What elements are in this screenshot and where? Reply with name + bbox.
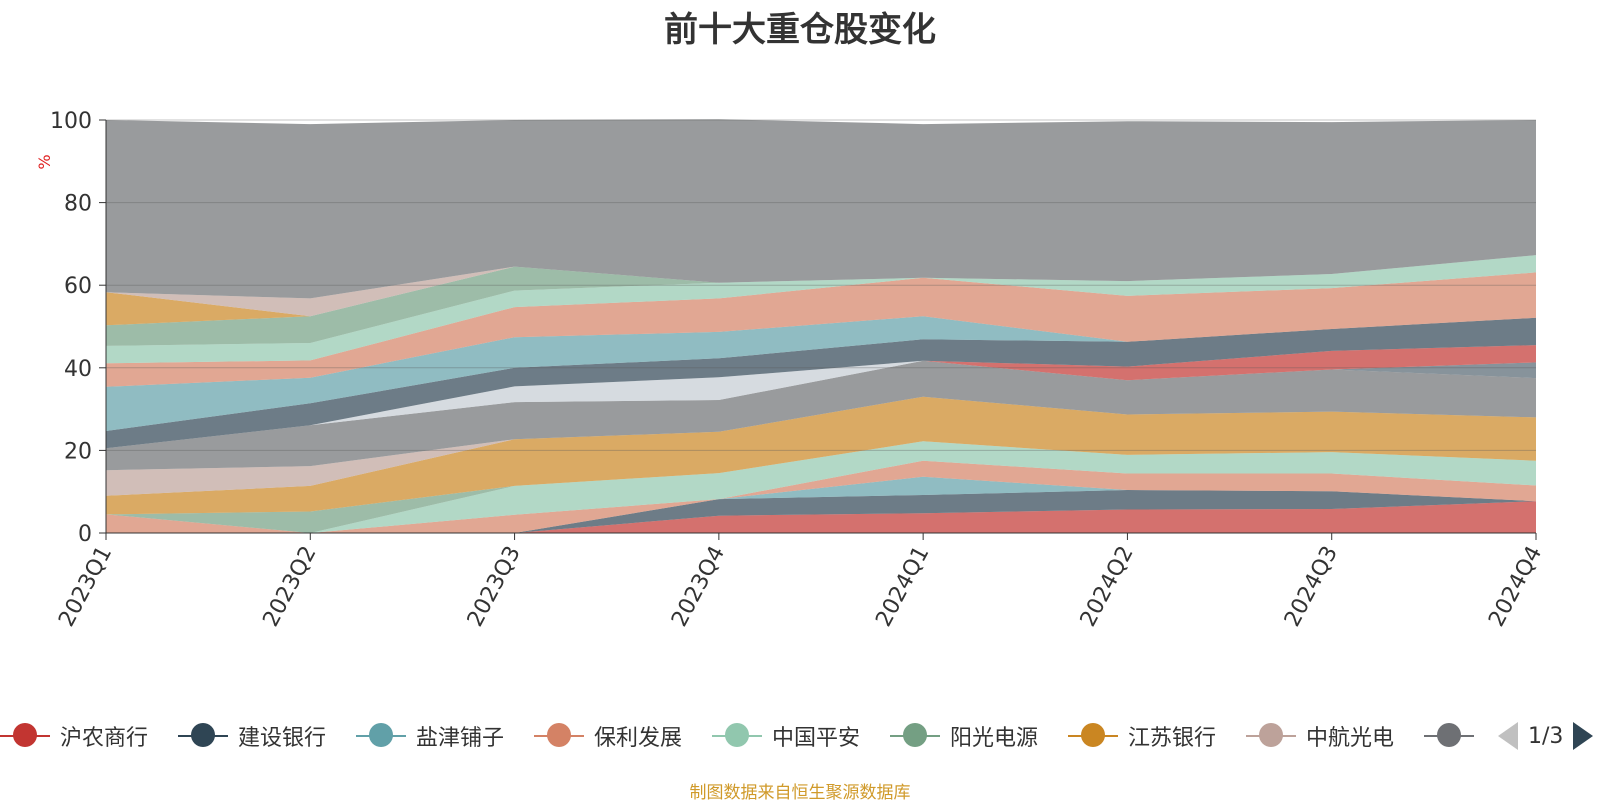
legend-pager: 1/3 [1498, 718, 1594, 754]
area-series-13[interactable] [106, 316, 1536, 431]
area-series-17[interactable] [106, 255, 1536, 326]
area-series-7[interactable] [106, 396, 1536, 496]
y-axis-label: % [35, 154, 54, 169]
legend: 沪农商行 建设银行 盐津铺子 保利发展 中国平安 阳光电源 江苏银行 中航光电 招商银行 [0, 718, 1478, 754]
legend-item-3[interactable]: 保利发展 [534, 718, 682, 754]
legend-line-icon [356, 723, 406, 747]
legend-line-icon [890, 723, 940, 747]
legend-label: 中国平安 [772, 726, 861, 751]
legend-line-icon [1424, 723, 1474, 747]
x-tick-label-7: 2024Q4 [1484, 542, 1547, 631]
legend-item-2[interactable]: 盐津铺子 [356, 718, 504, 754]
legend-dot-icon [725, 723, 749, 747]
y-tick-label-4: 80 [64, 192, 92, 217]
y-tick-label-0: 0 [78, 522, 92, 547]
legend-label: 沪农商行 [60, 726, 149, 751]
area-series-11[interactable] [106, 345, 1536, 449]
area-series-4[interactable] [106, 441, 1536, 533]
legend-item-5[interactable]: 阳光电源 [890, 718, 1038, 754]
legend-dot-icon [1259, 723, 1283, 747]
legend-line-icon [178, 723, 228, 747]
legend-label: 建设银行 [238, 726, 327, 751]
legend-dot-icon [547, 723, 571, 747]
x-tick-label-1: 2023Q2 [259, 542, 322, 631]
legend-item-8[interactable]: 招商银行 [1424, 718, 1478, 754]
area-series-15[interactable] [106, 255, 1536, 364]
y-tick-label-3: 60 [64, 274, 92, 299]
area-series-16[interactable] [106, 255, 1536, 346]
legend-line-icon [1068, 723, 1118, 747]
x-tick-label-2: 2023Q3 [463, 542, 526, 631]
y-tick-label-5: 100 [50, 109, 92, 134]
area-series-6[interactable] [106, 396, 1536, 515]
legend-line-icon [0, 723, 50, 747]
footer-note: 制图数据来自恒生聚源数据库 [689, 783, 911, 803]
legend-next-arrow-icon[interactable] [1573, 722, 1594, 750]
legend-label: 中航光电 [1306, 726, 1395, 751]
area-series-1[interactable] [106, 490, 1536, 533]
x-tick-label-4: 2024Q1 [871, 542, 934, 631]
area-series-10[interactable] [106, 360, 1536, 449]
area-series-14[interactable] [106, 272, 1536, 387]
area-series-2[interactable] [106, 476, 1536, 533]
area-series-19[interactable] [106, 119, 1536, 299]
gridlines [106, 119, 1536, 451]
legend-line-icon [712, 723, 762, 747]
area-series-8[interactable] [106, 360, 1536, 471]
legend-label: 盐津铺子 [416, 726, 505, 751]
legend-dot-icon [191, 723, 215, 747]
legend-line-icon [534, 723, 584, 747]
legend-item-1[interactable]: 建设银行 [178, 718, 326, 754]
legend-item-7[interactable]: 中航光电 [1246, 718, 1394, 754]
legend-label: 阳光电源 [950, 726, 1039, 751]
legend-label: 保利发展 [594, 726, 683, 751]
legend-item-0[interactable]: 沪农商行 [0, 718, 148, 754]
y-tick-label-2: 40 [64, 357, 92, 382]
y-tick-label-1: 20 [64, 439, 92, 464]
area-series-3[interactable] [106, 460, 1536, 533]
legend-dot-icon [903, 723, 927, 747]
area-series-5[interactable] [106, 441, 1536, 533]
x-tick-label-6: 2024Q3 [1280, 542, 1343, 631]
legend-item-4[interactable]: 中国平安 [712, 718, 860, 754]
area-series-0[interactable] [106, 501, 1536, 533]
area-series-9[interactable] [106, 360, 1536, 449]
legend-dot-icon [1081, 723, 1105, 747]
x-tick-label-3: 2023Q4 [667, 542, 730, 631]
area-series-12[interactable] [106, 317, 1536, 449]
x-tick-label-5: 2024Q2 [1076, 542, 1139, 631]
x-tick-label-0: 2023Q1 [54, 542, 117, 631]
legend-page-label: 1/3 [1528, 723, 1564, 749]
area-layers [106, 119, 1536, 533]
legend-dot-icon [1437, 723, 1461, 747]
legend-line-icon [1246, 723, 1296, 747]
chart-title: 前十大重仓股变化 [664, 10, 936, 50]
legend-dot-icon [13, 723, 37, 747]
legend-item-6[interactable]: 江苏银行 [1068, 718, 1216, 754]
legend-label: 江苏银行 [1128, 726, 1217, 751]
legend-dot-icon [369, 723, 393, 747]
legend-prev-arrow-icon[interactable] [1498, 722, 1518, 750]
